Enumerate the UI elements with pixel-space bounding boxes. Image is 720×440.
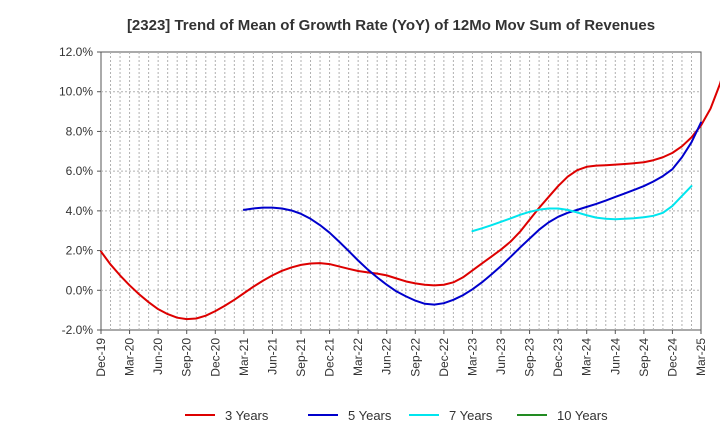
- legend-label-7-years: 7 Years: [449, 408, 493, 423]
- y-tick-label: 2.0%: [66, 244, 94, 258]
- x-tick-label: Dec-20: [208, 338, 222, 377]
- y-tick-label: -2.0%: [62, 323, 94, 337]
- x-tick-label: Dec-21: [323, 338, 337, 377]
- grid: [101, 52, 701, 330]
- x-tick-label: Sep-20: [180, 338, 194, 377]
- x-tick-label: Jun-20: [151, 338, 165, 375]
- x-tick-label: Jun-23: [494, 338, 508, 375]
- chart-title: [2323] Trend of Mean of Growth Rate (YoY…: [127, 17, 655, 34]
- x-tick-label: Mar-23: [465, 338, 479, 376]
- x-tick-label: Mar-22: [351, 338, 365, 376]
- y-tick-label: 10.0%: [59, 85, 93, 99]
- legend-label-3-years: 3 Years: [225, 408, 269, 423]
- x-tick-label: Jun-24: [608, 338, 622, 375]
- legend-label-10-years: 10 Years: [557, 408, 608, 423]
- x-tick-label: Mar-20: [123, 338, 137, 376]
- x-tick-label: Sep-23: [523, 338, 537, 377]
- x-tick-label: Dec-23: [551, 338, 565, 377]
- y-tick-label: 0.0%: [66, 283, 94, 297]
- plot-area: [100, 51, 702, 331]
- legend: 3 Years 5 Years 7 Years 10 Years: [185, 408, 608, 423]
- x-tick-label: Mar-21: [237, 338, 251, 376]
- series-line-3-years: [100, 80, 720, 321]
- series-line-7-years: [471, 185, 693, 233]
- x-tick-label: Jun-21: [265, 338, 279, 375]
- series-line-5-years: [242, 121, 702, 306]
- x-tick-label: Dec-19: [94, 338, 108, 377]
- series: [100, 80, 720, 321]
- y-tick-label: 12.0%: [59, 45, 93, 59]
- x-tick-label: Dec-22: [437, 338, 451, 377]
- y-tick-label: 8.0%: [66, 124, 94, 138]
- x-tick-label: Mar-24: [580, 338, 594, 376]
- x-axis: Dec-19 Mar-20 Jun-20 Sep-20 Dec-20 Mar-21 Jun-…: [94, 330, 708, 377]
- x-tick-label: Mar-25: [694, 338, 708, 376]
- y-axis: -2.0% 0.0% 2.0% 4.0% 6.0% 8.0% 10.0% 12.0%: [59, 45, 101, 337]
- x-tick-label: Sep-24: [637, 338, 651, 377]
- y-tick-label: 6.0%: [66, 164, 94, 178]
- x-tick-label: Dec-24: [665, 338, 679, 377]
- y-tick-label: 4.0%: [66, 204, 94, 218]
- legend-label-5-years: 5 Years: [348, 408, 392, 423]
- x-tick-label: Jun-22: [380, 338, 394, 375]
- x-tick-label: Sep-21: [294, 338, 308, 377]
- x-tick-label: Sep-22: [408, 338, 422, 377]
